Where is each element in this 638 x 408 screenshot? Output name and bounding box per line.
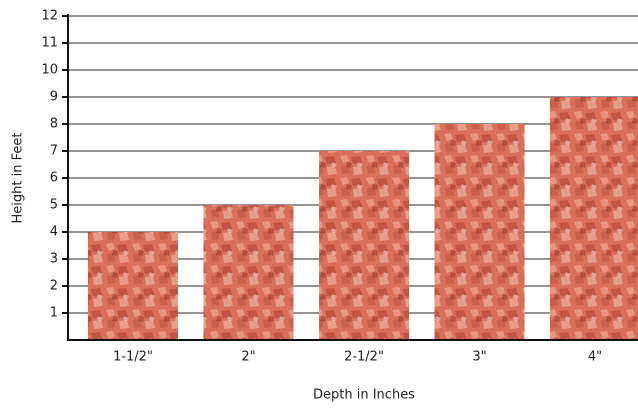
y-tick-label: 5 [50,198,58,213]
x-tick-label: 3" [472,350,486,365]
y-axis-title: Height in Feet [11,133,26,224]
y-tick-label: 11 [41,36,58,51]
bar-texture [319,151,409,340]
bar-texture [88,232,178,340]
y-tick-label: 4 [50,225,58,240]
x-tick-label: 2" [241,350,255,365]
y-tick-label: 10 [41,63,58,78]
bar-texture [434,124,525,340]
y-tick-label: 1 [50,306,58,321]
x-tick-label: 4" [588,350,602,365]
y-tick-label: 12 [41,9,58,24]
y-tick-label: 3 [50,252,58,267]
x-tick-label: 2-1/2" [344,350,384,365]
x-axis-title: Depth in Inches [313,388,415,403]
x-tick-label: 1-1/2" [113,350,153,365]
y-tick-label: 7 [50,144,58,159]
bar-texture [550,97,638,340]
y-tick-label: 2 [50,279,58,294]
y-tick-label: 6 [50,171,58,186]
bar-texture [203,205,294,340]
y-tick-label: 9 [50,90,58,105]
y-tick-label: 8 [50,117,58,132]
